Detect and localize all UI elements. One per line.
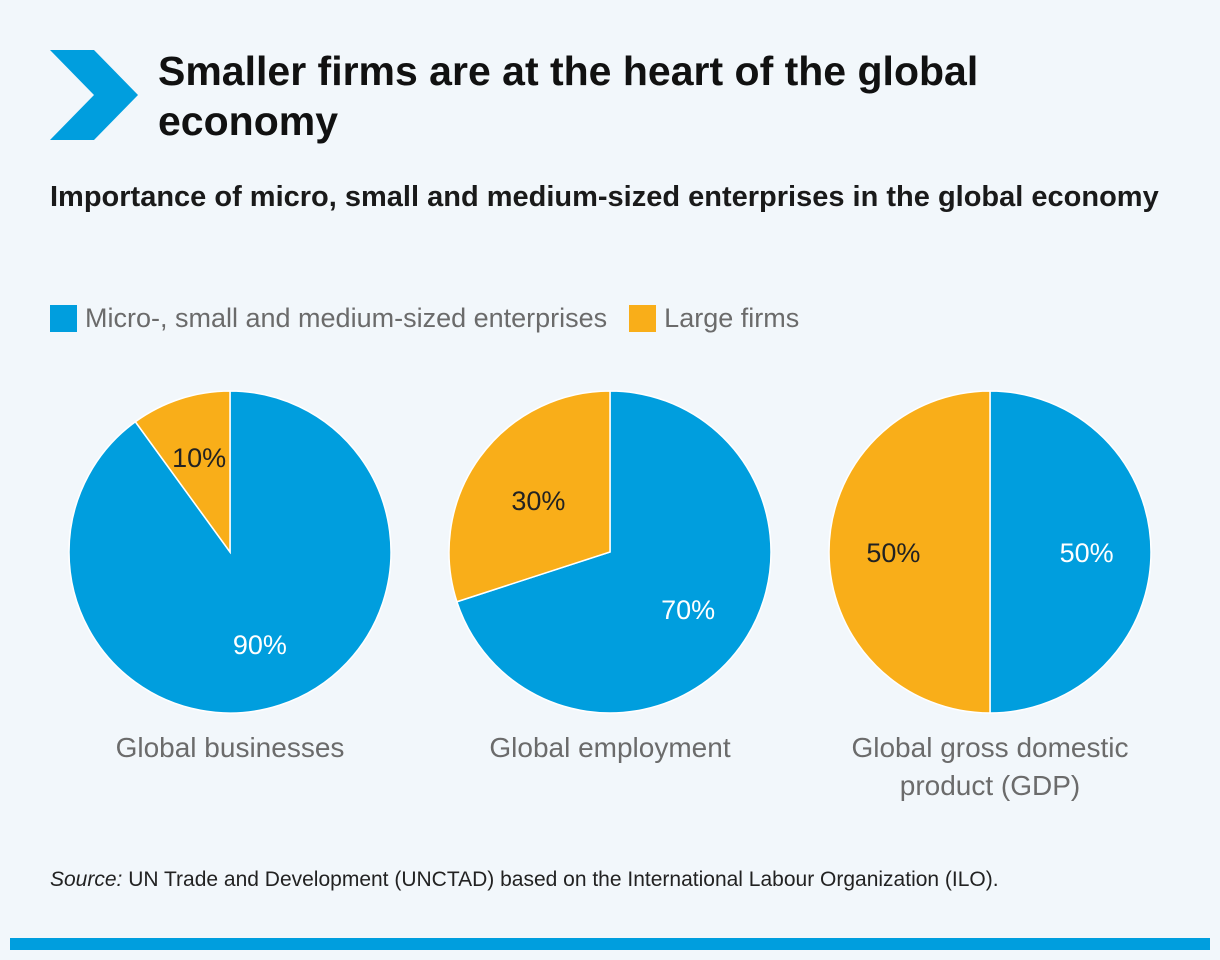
legend-swatch-sme [50, 304, 77, 332]
legend-swatch-large [629, 304, 657, 332]
bottom-accent-bar [10, 938, 1210, 950]
pie-businesses: 90% 10% Global businesses [68, 390, 392, 763]
pie-label-gdp-sme: 50% [1060, 538, 1114, 568]
pie-slice-employment-sme [455, 390, 772, 714]
pie-slice-businesses-large [134, 390, 231, 555]
pie-caption-gdp-line1: Global gross domestic [851, 732, 1128, 763]
source-note: Source: UN Trade and Development (UNCTAD… [50, 868, 999, 892]
pie-label-gdp-large: 50% [866, 538, 920, 568]
source-text: UN Trade and Development (UNCTAD) based … [122, 868, 999, 891]
pie-caption-employment: Global employment [489, 732, 730, 763]
pie-caption-gdp-line2: product (GDP) [900, 770, 1081, 801]
legend-item-large: Large firms [629, 303, 799, 334]
pie-charts: 90% 10% Global businesses 70% 30% Global empl… [68, 390, 1152, 801]
pie-slice-gdp-sme [989, 390, 1152, 714]
pie-label-employment-sme: 70% [661, 595, 715, 625]
pie-gdp: 50% 50% Global gross domestic product (GDP) [828, 390, 1152, 801]
pie-slice-gdp-large [828, 390, 991, 714]
page-title: Smaller firms are at the heart of the gl… [158, 48, 979, 144]
pie-employment: 70% 30% Global employment [448, 390, 772, 763]
chevron-logo-icon [50, 50, 138, 140]
legend-item-sme: Micro-, small and medium-sized enterpris… [50, 303, 607, 334]
pie-label-businesses-sme: 90% [233, 630, 287, 660]
pie-label-businesses-large: 10% [172, 443, 226, 473]
legend: Micro-, small and medium-sized enterpris… [50, 300, 821, 336]
legend-label-sme: Micro-, small and medium-sized enterpris… [85, 302, 608, 333]
source-prefix: Source: [50, 868, 123, 891]
pie-caption-businesses: Global businesses [116, 732, 345, 763]
pie-label-employment-large: 30% [511, 486, 565, 516]
chart-subtitle: Importance of micro, small and medium-si… [50, 181, 1159, 213]
pie-slice-employment-large [448, 390, 611, 603]
legend-label-large: Large firms [664, 302, 800, 333]
